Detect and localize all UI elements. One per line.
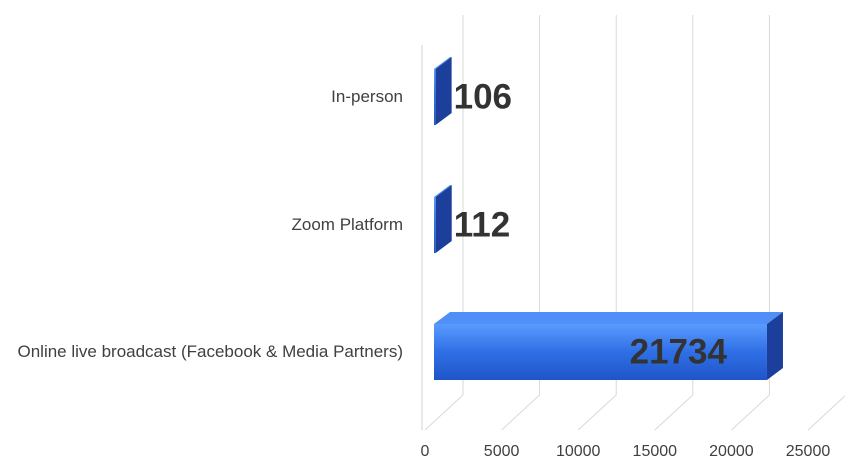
floor-line [501, 394, 540, 431]
bar-top [434, 185, 452, 197]
bar-side [435, 57, 452, 125]
x-tick-label: 0 [421, 443, 430, 460]
x-tick-label: 15000 [633, 443, 678, 460]
value-label: 112 [454, 205, 510, 244]
floor-line [654, 394, 694, 431]
value-label: 106 [454, 77, 512, 116]
bar [434, 69, 436, 125]
x-tick-label: 20000 [709, 443, 754, 460]
bar-top [434, 57, 452, 69]
bar [434, 324, 767, 380]
floor-line [807, 395, 845, 431]
x-tick-label: 5000 [484, 443, 520, 460]
bar-side [766, 312, 783, 380]
floor-line [424, 394, 464, 431]
y-tick-label: In-person [331, 87, 403, 106]
x-tick-label: 25000 [786, 443, 831, 460]
bar-top [434, 312, 783, 324]
y-tick-label: Online live broadcast (Facebook & Media … [17, 342, 403, 361]
floor-line [731, 394, 770, 431]
y-tick-label: Zoom Platform [291, 215, 403, 234]
bar-side [435, 185, 452, 253]
x-tick-label: 10000 [556, 443, 601, 460]
value-label: 21734 [630, 332, 728, 371]
bar [434, 197, 436, 253]
floor-line [577, 394, 617, 431]
